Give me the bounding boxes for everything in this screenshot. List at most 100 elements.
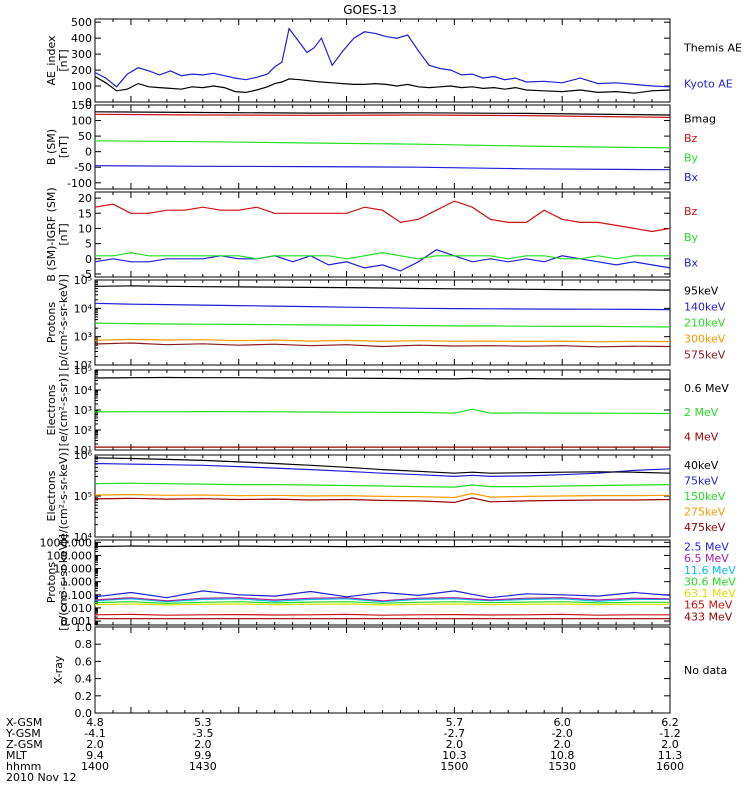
legend-entry: 75keV [684, 474, 719, 487]
legend-entry: 165 MeV [684, 599, 733, 612]
legend-entry: 2 MeV [684, 406, 719, 419]
y-tick-label: 15 [78, 207, 92, 220]
panel-frame [94, 279, 671, 366]
panel-7: 0.0010.0100.1001.00010.000100.0001000.00… [40, 534, 737, 631]
series-line-30.6-MeV [94, 601, 670, 605]
panel-2: -100 -50 0 50 100 150 B (SM) [nT] Bmag Bz By Bx [45, 99, 716, 190]
series-line-Bz [94, 113, 671, 118]
y-tick-label: 0.8 [75, 638, 93, 651]
series-line-0.6-MeV [94, 376, 670, 380]
series-line-Kyoto-AE [94, 27, 671, 88]
series-line-Bmag [94, 111, 671, 116]
x-row-value: 1400 [81, 760, 109, 773]
x-row-value: 9.4 [86, 749, 104, 762]
y-tick-label: 10³ [74, 331, 92, 344]
y-tick-label: 10 [78, 222, 92, 235]
y-axis-label: B (SM)-IGRF (SM) [45, 187, 58, 281]
panel-frame [94, 626, 671, 714]
series-line-165-MeV [94, 613, 670, 616]
y-tick-label: 5 [85, 238, 92, 251]
y-tick-label: -100 [67, 177, 92, 190]
y-tick-label: 200 [71, 64, 92, 77]
x-row-value: 9.9 [194, 749, 212, 762]
legend-entry: 30.6 MeV [684, 575, 736, 588]
y-tick-label: 10⁴ [74, 384, 93, 397]
x-row-value: 10.3 [442, 749, 467, 762]
legend-entry: By [684, 152, 699, 165]
series-line-300keV [94, 338, 671, 343]
legend-entry: 433 MeV [684, 610, 733, 623]
series-line-Bx [94, 165, 671, 171]
y-axis-label: Protons [45, 302, 58, 343]
series-line-575keV [94, 342, 671, 348]
legend-entry: Bx [684, 257, 699, 270]
y-tick-label: 0.2 [75, 690, 93, 703]
series-line-Themis-AE [94, 75, 671, 94]
y-tick-label: 0.001 [61, 615, 93, 628]
x-row-value: 1500 [440, 760, 468, 773]
series-line-By [95, 252, 670, 260]
legend-entry: 0.6 MeV [684, 382, 729, 395]
y-tick-label: 10⁵ [74, 274, 92, 287]
series-line-63.1-MeV [94, 603, 670, 606]
legend-entry: Kyoto AE [684, 78, 733, 91]
y-tick-label: 100 [71, 115, 92, 128]
y-tick-label: 10³ [74, 404, 92, 417]
y-axis-label: X-ray [52, 655, 65, 684]
x-row-value: 1530 [548, 760, 576, 773]
y-tick-label: 100.000 [47, 549, 93, 562]
x-row-value: 1430 [189, 760, 217, 773]
x-row-value: 2.0 [194, 738, 212, 751]
x-row-value: 4.8 [86, 716, 104, 729]
y-tick-label: 10⁵ [74, 364, 92, 377]
y-tick-label: 10.000 [54, 563, 93, 576]
y-tick-label: 400 [71, 32, 92, 45]
x-row-value: 2.0 [661, 738, 679, 751]
series-line-6.5-MeV [94, 597, 671, 602]
x-row-value: 6.2 [661, 716, 679, 729]
legend-entry: 95keV [684, 284, 719, 297]
y-tick-label: 10¹ [74, 444, 92, 457]
panel-frame [94, 539, 671, 626]
panel-1: 0 100 200 300 400 500 AE_index [nT] Themis AE Kyo… [45, 16, 742, 109]
legend-entry: Bz [684, 132, 698, 145]
series-line-Bx [94, 249, 671, 272]
legend-entry: By [684, 231, 699, 244]
y-axis-label: B (SM) [45, 129, 58, 165]
legend-entry: 575keV [684, 349, 726, 362]
legend-entry: 40keV [684, 459, 719, 472]
series-line-2.5-MeV [94, 590, 671, 599]
x-row-value: 2.0 [446, 738, 464, 751]
x-row-value: -1.2 [659, 727, 680, 740]
legend-entry: 150keV [684, 490, 726, 503]
x-row-label: X-GSM [6, 716, 42, 729]
y-tick-label: 0.4 [75, 673, 93, 686]
series-line-By [94, 140, 671, 149]
x-row-value: 6.0 [553, 716, 571, 729]
legend-entry: Bx [684, 171, 699, 184]
legend-entry: 4 MeV [684, 430, 719, 443]
y-tick-label: 1.000 [61, 576, 93, 589]
x-row-label: hhmm [6, 760, 41, 773]
x-row-value: 2.0 [86, 738, 104, 751]
legend-entry: 6.5 MeV [684, 552, 729, 565]
legend-entry: 275keV [684, 505, 726, 518]
legend-entry: 300keV [684, 333, 726, 346]
panel-6: 10⁴ 10⁵ 10⁶ Electrons [e/(cm²-s-sr-keV)] 40ke… [45, 448, 726, 544]
series-line-unnamed [94, 545, 671, 548]
x-row-value: -2.0 [551, 727, 572, 740]
series-line-2-MeV [94, 408, 671, 415]
series-line-Bz [94, 200, 671, 233]
series-line-75keV [94, 462, 671, 478]
legend-entry: 210keV [684, 317, 726, 330]
series-line-210keV [94, 322, 671, 328]
y-tick-label: 0.010 [61, 602, 93, 615]
y-axis-label: Electrons [45, 470, 58, 521]
x-row-value: 5.7 [446, 716, 464, 729]
y-tick-label: 10⁶ [74, 449, 93, 462]
x-row-value: -4.1 [84, 727, 105, 740]
y-tick-label: -50 [74, 161, 92, 174]
series-line-140keV [94, 302, 671, 311]
